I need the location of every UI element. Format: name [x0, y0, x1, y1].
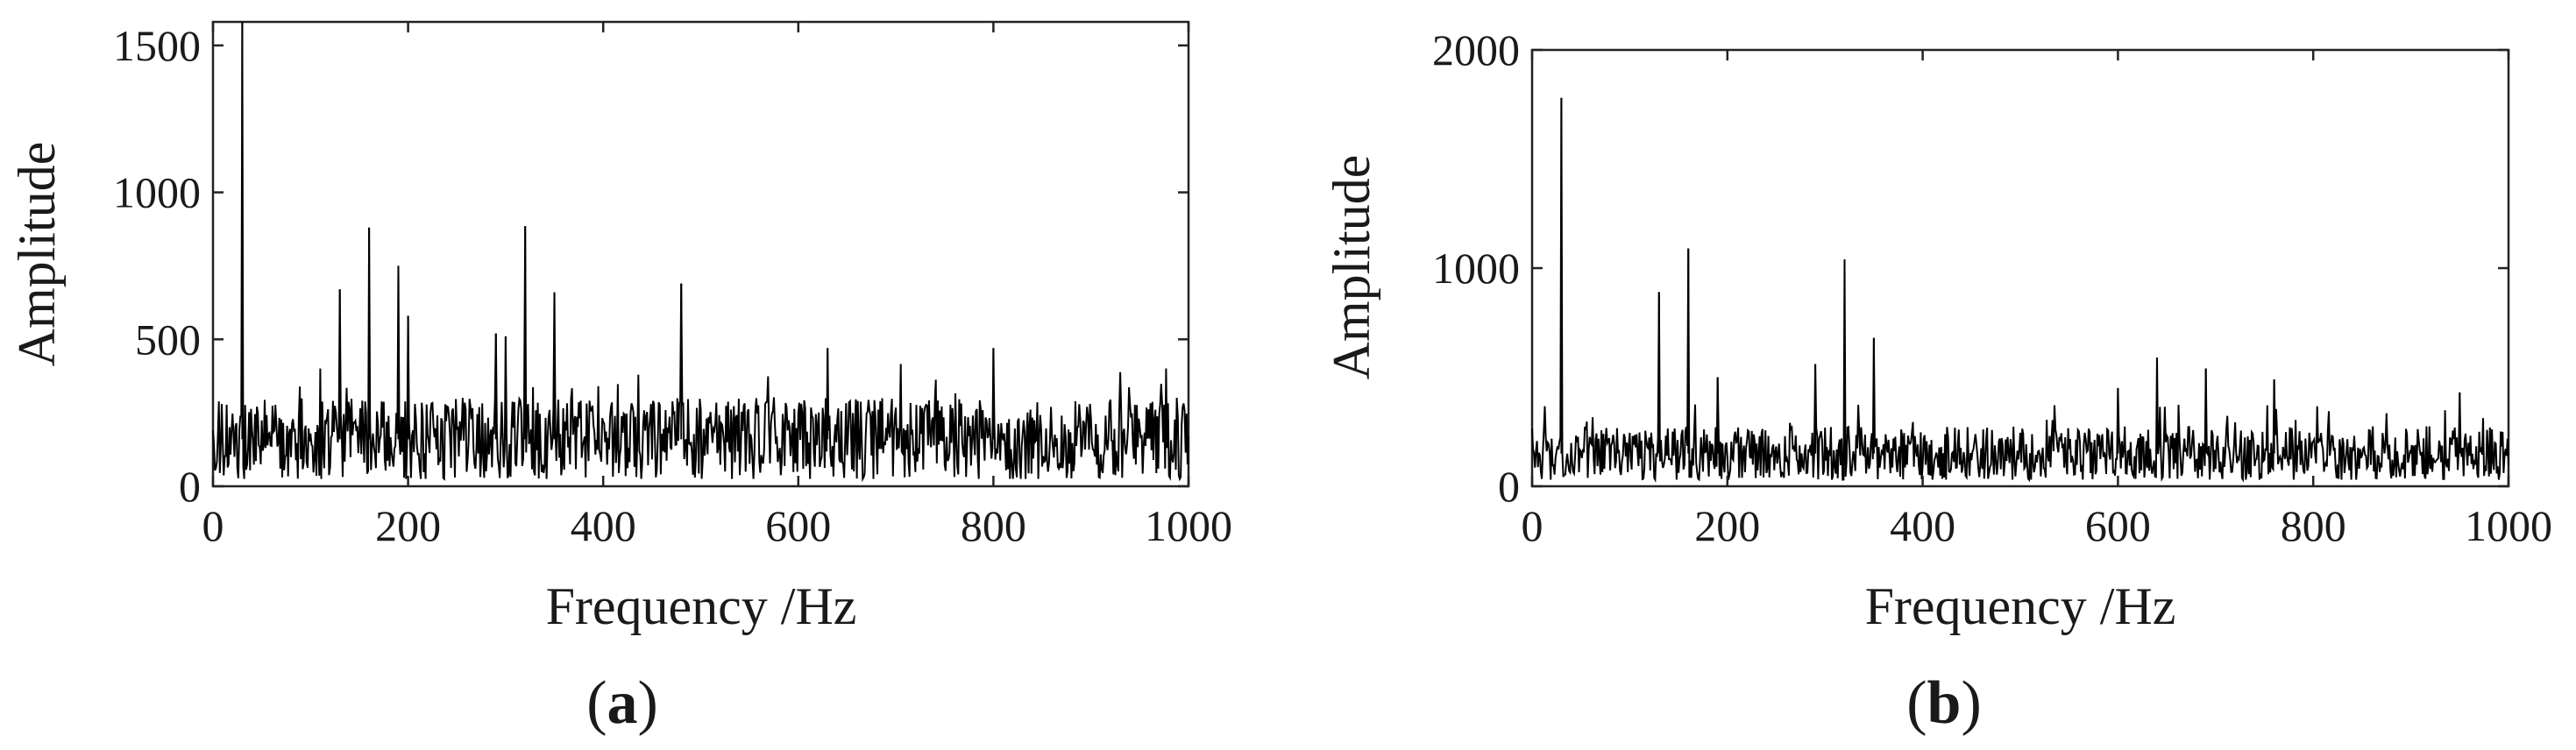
- y-tick-label: 1500: [113, 21, 201, 70]
- panel-letter-a: a: [607, 669, 638, 737]
- x-axis-label-a: Frequency /Hz: [546, 577, 857, 635]
- plot-frame-a: [211, 20, 1190, 488]
- panel-letter-b: b: [1927, 669, 1962, 737]
- x-tick-label: 800: [961, 501, 1026, 550]
- panel-label-b: (b): [1906, 669, 1982, 737]
- x-tick-label: 200: [1694, 501, 1760, 550]
- spectrum-series-a: [212, 21, 1189, 483]
- y-tick-label: 1000: [113, 168, 201, 217]
- x-axis-label-b: Frequency /Hz: [1865, 577, 2176, 635]
- x-tick-label: 1000: [1145, 501, 1232, 550]
- x-tick-label: 200: [375, 501, 441, 550]
- plot-frame-b: [1530, 48, 2510, 488]
- x-tick-label: 600: [2085, 501, 2151, 550]
- x-tick-label: 1000: [2465, 501, 2552, 550]
- panel-label-a: (a): [586, 669, 658, 737]
- x-tick-label: 400: [1890, 501, 1955, 550]
- y-tick-label: 1000: [1432, 244, 1520, 293]
- x-tick-label: 400: [571, 501, 636, 550]
- y-axis-label-a: Amplitude: [8, 142, 66, 367]
- y-tick-label: 0: [1498, 462, 1520, 511]
- x-tick-label: 600: [765, 501, 831, 550]
- y-tick-label: 0: [179, 462, 201, 511]
- x-tick-label: 0: [1522, 501, 1543, 550]
- ticks-a: 0 200 400 600 800 1000 0 500 1000 1500: [113, 21, 1232, 550]
- x-tick-label: 800: [2281, 501, 2346, 550]
- ticks-b: 0 200 400 600 800 1000 0 1000 2000: [1432, 25, 2552, 550]
- y-axis-label-b: Amplitude: [1323, 155, 1380, 380]
- x-tick-label: 0: [202, 501, 224, 550]
- chart-b: 0 200 400 600 800 1000 0 1000 2000 Amplitude Fre…: [1323, 25, 2552, 737]
- spectrum-line: [1531, 97, 2509, 484]
- y-tick-label: 500: [135, 315, 201, 364]
- spectrum-line: [212, 21, 1189, 483]
- spectrum-series-b: [1531, 97, 2509, 484]
- y-tick-label: 2000: [1432, 25, 1520, 74]
